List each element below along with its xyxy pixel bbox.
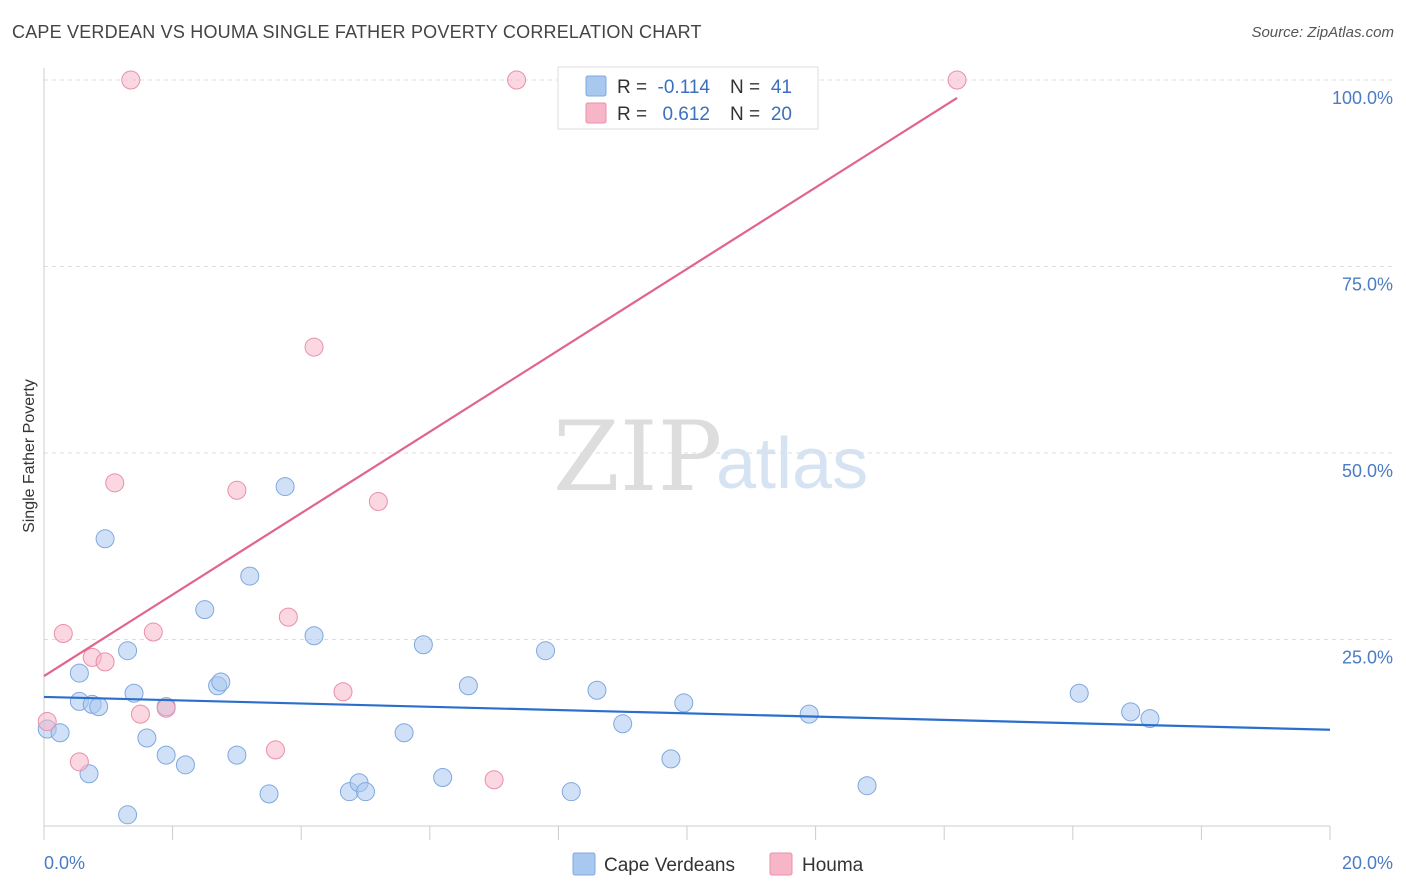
houma-point-10 [227,480,247,500]
cape-verdeans-point-40 [118,805,138,825]
cape-verdeans-point-17 [227,745,247,765]
y-tick-labels: 25.0% 50.0% 75.0% 100.0% [1332,88,1393,668]
legend-n-value-houma: 20 [771,104,792,125]
bottom-legend-label-houma: Houma [802,855,864,876]
cape-verdeans-point-5 [89,697,109,717]
cape-verdeans-point-32 [613,714,633,734]
trend-lines [43,96,1331,731]
legend-r-value-cape-verdean: -0.114 [658,77,711,98]
legend-swatch-cape-verdean [585,75,607,97]
houma-point-5 [105,473,125,493]
houma-point-11 [265,740,285,760]
cape-verdeans-point-8 [118,641,138,661]
cape-verdeans-point-9 [124,683,144,703]
cape-verdeans-point-13 [175,755,195,775]
cape-verdeans-point-39 [1140,709,1160,729]
houma-point-7 [130,704,150,724]
cape-verdeans-point-24 [356,782,375,802]
cape-verdeans-point-31 [587,680,607,700]
watermark-zip: ZIP [553,401,722,513]
legend-swatch-houma [585,102,607,124]
y-axis-label: Single Father Poverty [21,379,38,533]
cape-verdeans-point-16 [211,672,231,692]
x-ticks [43,826,1331,840]
y-tick-label-25: 25.0% [1342,648,1393,668]
houma-point-2 [69,752,89,772]
cape-verdeans-point-11 [156,745,176,765]
cape-verdeans-trend-line [43,695,1331,731]
houma-point-9 [156,698,176,718]
houma-point-14 [333,682,353,702]
houma-trend-line [43,96,958,677]
legend-r-label: R = [617,104,647,125]
correlation-legend: R = -0.114 N = 41 R = 0.612 N = 20 [557,66,819,130]
cape-verdeans-point-18 [240,566,260,586]
houma-point-12 [278,607,298,627]
cape-verdeans-point-37 [1069,683,1089,703]
cape-verdeans-point-28 [458,676,478,696]
x-tick-label-max: 20.0% [1342,853,1393,873]
houma-point-0 [37,712,57,732]
legend-r-label: R = [617,77,647,98]
cape-verdeans-point-14 [195,600,215,620]
watermark-atlas: atlas [716,424,868,504]
houma-point-6 [121,70,141,90]
cape-verdeans-point-36 [857,776,877,796]
cape-verdeans-point-33 [661,749,681,769]
cape-verdeans-point-10 [137,728,157,748]
cape-verdeans-point-34 [674,693,694,713]
houma-point-8 [143,622,163,642]
cape-verdeans-point-29 [536,641,556,661]
cape-verdeans-point-30 [561,782,581,802]
x-tick-label-min: 0.0% [44,853,85,873]
cape-verdeans-point-7 [95,529,115,549]
cape-verdeans-point-35 [799,704,819,724]
houma-point-19 [947,70,967,90]
houma-point-4 [95,652,115,672]
cape-verdeans-point-19 [259,784,279,804]
cape-verdeans-point-38 [1121,702,1141,722]
cape-verdeans-point-25 [394,723,414,743]
y-tick-label-75: 75.0% [1342,275,1393,295]
cape-verdeans-point-21 [304,626,324,646]
houma-point-1 [53,624,73,644]
cape-verdeans-point-26 [413,635,433,655]
houma-point-15 [368,491,388,511]
source-label: Source: ZipAtlas.com [1251,24,1394,41]
legend-n-label: N = [730,77,760,98]
houma-point-16 [484,770,504,790]
legend-n-value-cape-verdean: 41 [771,77,792,98]
y-tick-label-50: 50.0% [1342,461,1393,481]
gridlines [44,79,1393,640]
bottom-legend-swatch-houma [769,852,793,876]
cape-verdeans-point-3 [69,663,89,683]
houma-point-13 [304,337,324,357]
cape-verdeans-point-20 [275,477,295,497]
legend-n-label: N = [730,104,760,125]
houma-points [37,70,967,790]
cape-verdeans-point-1 [50,723,70,743]
series-legend: Cape Verdeans Houma [572,852,864,876]
y-tick-label-100: 100.0% [1332,88,1393,108]
chart-title: CAPE VERDEAN VS HOUMA SINGLE FATHER POVE… [12,22,702,42]
cape-verdeans-point-27 [433,768,453,788]
bottom-legend-label-cape-verdean: Cape Verdeans [604,855,735,876]
cape-verdean-points [37,477,1160,825]
legend-r-value-houma: 0.612 [662,104,710,125]
bottom-legend-swatch-cape-verdean [572,852,596,876]
houma-point-17 [507,70,527,90]
